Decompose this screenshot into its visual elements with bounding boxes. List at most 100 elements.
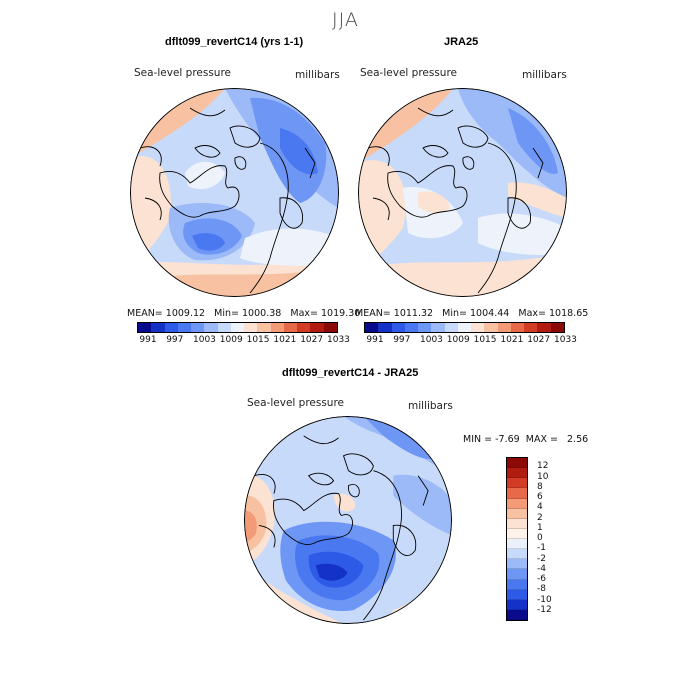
colorbar-swatch [471, 323, 485, 332]
colorbar-swatch [177, 323, 192, 332]
colorbar-tick-label: 1 [537, 522, 543, 533]
colorbar-tick-label: -10 [537, 594, 552, 605]
colorbar-swatch [510, 323, 525, 332]
colorbar-swatch [297, 323, 311, 332]
model-mean-value: 1009.12 [165, 308, 206, 319]
colorbar-swatch [431, 323, 445, 332]
model-polar-map [130, 88, 339, 297]
colorbar-swatch [191, 323, 205, 332]
diff-polar-map [244, 416, 452, 624]
colorbar-swatch [550, 323, 564, 332]
colorbar-tick-label: 997 [393, 335, 411, 345]
obs-colorbar [364, 322, 565, 333]
colorbar-tick-label: 1009 [446, 335, 470, 345]
diff-stats: MIN = -7.69 MAX = 2.56 [463, 434, 588, 445]
colorbar-swatch [507, 579, 527, 590]
colorbar-tick-label: 6 [537, 492, 543, 502]
diff-field-label: Sea-level pressure [247, 397, 345, 409]
colorbar-swatch [457, 323, 472, 332]
colorbar-tick-label: 1027 [527, 335, 551, 345]
colorbar-swatch [217, 323, 231, 332]
obs-polar-map [358, 88, 567, 297]
season-title: JJA [332, 9, 359, 31]
colorbar-tick-label: 1003 [420, 335, 443, 345]
obs-max-label: Max= [518, 308, 546, 319]
colorbar-tick-label: 1027 [300, 335, 324, 345]
model-max-label: Max= [290, 308, 318, 319]
colorbar-swatch [507, 539, 527, 550]
obs-min-value: 1004.44 [470, 308, 510, 319]
colorbar-swatch [230, 323, 245, 332]
colorbar-tick-label: 1033 [327, 335, 350, 345]
colorbar-swatch [507, 458, 527, 469]
colorbar-swatch [404, 323, 419, 332]
diff-map-graphic [244, 416, 452, 624]
model-panel-title: dflt099_revertC14 (yrs 1-1) [165, 36, 304, 48]
obs-stats: MEAN= 1011.32 Min= 1004.44 Max= 1018.65 [355, 308, 588, 319]
obs-min-label: Min= [442, 308, 467, 319]
colorbar-swatch [507, 609, 527, 620]
colorbar-swatch [507, 528, 527, 539]
colorbar-tick-label: -6 [537, 574, 546, 584]
colorbar-tick-label: 4 [537, 502, 543, 513]
diff-min-label: MIN = [463, 434, 493, 445]
colorbar-tick-label: -8 [537, 584, 546, 595]
obs-panel-title: JRA25 [444, 36, 479, 48]
colorbar-swatch [164, 323, 178, 332]
colorbar-tick-label: -4 [537, 563, 546, 574]
colorbar-swatch [323, 323, 337, 332]
model-stats: MEAN= 1009.12 Min= 1000.38 Max= 1019.30 [127, 308, 360, 319]
colorbar-tick-label: 1033 [554, 335, 577, 345]
colorbar-tick-label: 10 [537, 471, 549, 482]
colorbar-swatch [507, 468, 527, 479]
colorbar-tick-label: 2 [537, 512, 543, 523]
colorbar-tick-label: 997 [166, 335, 184, 345]
colorbar-swatch [507, 599, 527, 610]
colorbar-swatch [151, 323, 165, 332]
colorbar-tick-label: 8 [537, 481, 543, 492]
colorbar-swatch [524, 323, 538, 332]
colorbar-tick-label: 12 [537, 461, 549, 472]
colorbar-tick-label: 991 [139, 335, 157, 345]
colorbar-tick-label: -1 [537, 543, 546, 554]
obs-max-value: 1018.65 [549, 308, 589, 319]
colorbar-swatch [507, 508, 527, 519]
colorbar-tick-label: 1021 [500, 335, 524, 345]
model-mean-label: MEAN= [127, 308, 163, 319]
colorbar-swatch [391, 323, 405, 332]
colorbar-swatch [365, 323, 379, 332]
colorbar-tick-label: 1015 [473, 335, 497, 345]
colorbar-tick-label: 1003 [193, 335, 216, 345]
colorbar-swatch [484, 323, 498, 332]
colorbar-swatch [283, 323, 298, 332]
colorbar-tick-label: 1009 [219, 335, 243, 345]
diff-max-value: 2.56 [567, 434, 589, 445]
colorbar-swatch [507, 559, 527, 570]
colorbar-tick-label: 1021 [273, 335, 297, 345]
obs-field-label: Sea-level pressure [360, 67, 458, 79]
colorbar-swatch [244, 323, 258, 332]
colorbar-swatch [270, 323, 284, 332]
model-max-value: 1019.30 [321, 308, 361, 319]
diff-colorbar [506, 457, 528, 621]
colorbar-swatch [497, 323, 511, 332]
colorbar-tick-label: 991 [366, 335, 384, 345]
colorbar-swatch [507, 498, 527, 509]
colorbar-swatch [537, 323, 551, 332]
colorbar-swatch [257, 323, 271, 332]
model-map-graphic [130, 88, 339, 297]
diff-units-label: millibars [408, 400, 453, 412]
model-units-label: millibars [295, 69, 340, 81]
model-colorbar [137, 322, 338, 333]
colorbar-swatch [507, 589, 527, 600]
colorbar-swatch [507, 569, 527, 580]
colorbar-swatch [507, 488, 527, 499]
colorbar-tick-label: 1015 [246, 335, 270, 345]
colorbar-swatch [444, 323, 458, 332]
colorbar-swatch [507, 518, 527, 529]
colorbar-swatch [507, 478, 527, 489]
model-min-value: 1000.38 [242, 308, 282, 319]
colorbar-swatch [418, 323, 432, 332]
diff-max-label: MAX = [525, 434, 558, 445]
